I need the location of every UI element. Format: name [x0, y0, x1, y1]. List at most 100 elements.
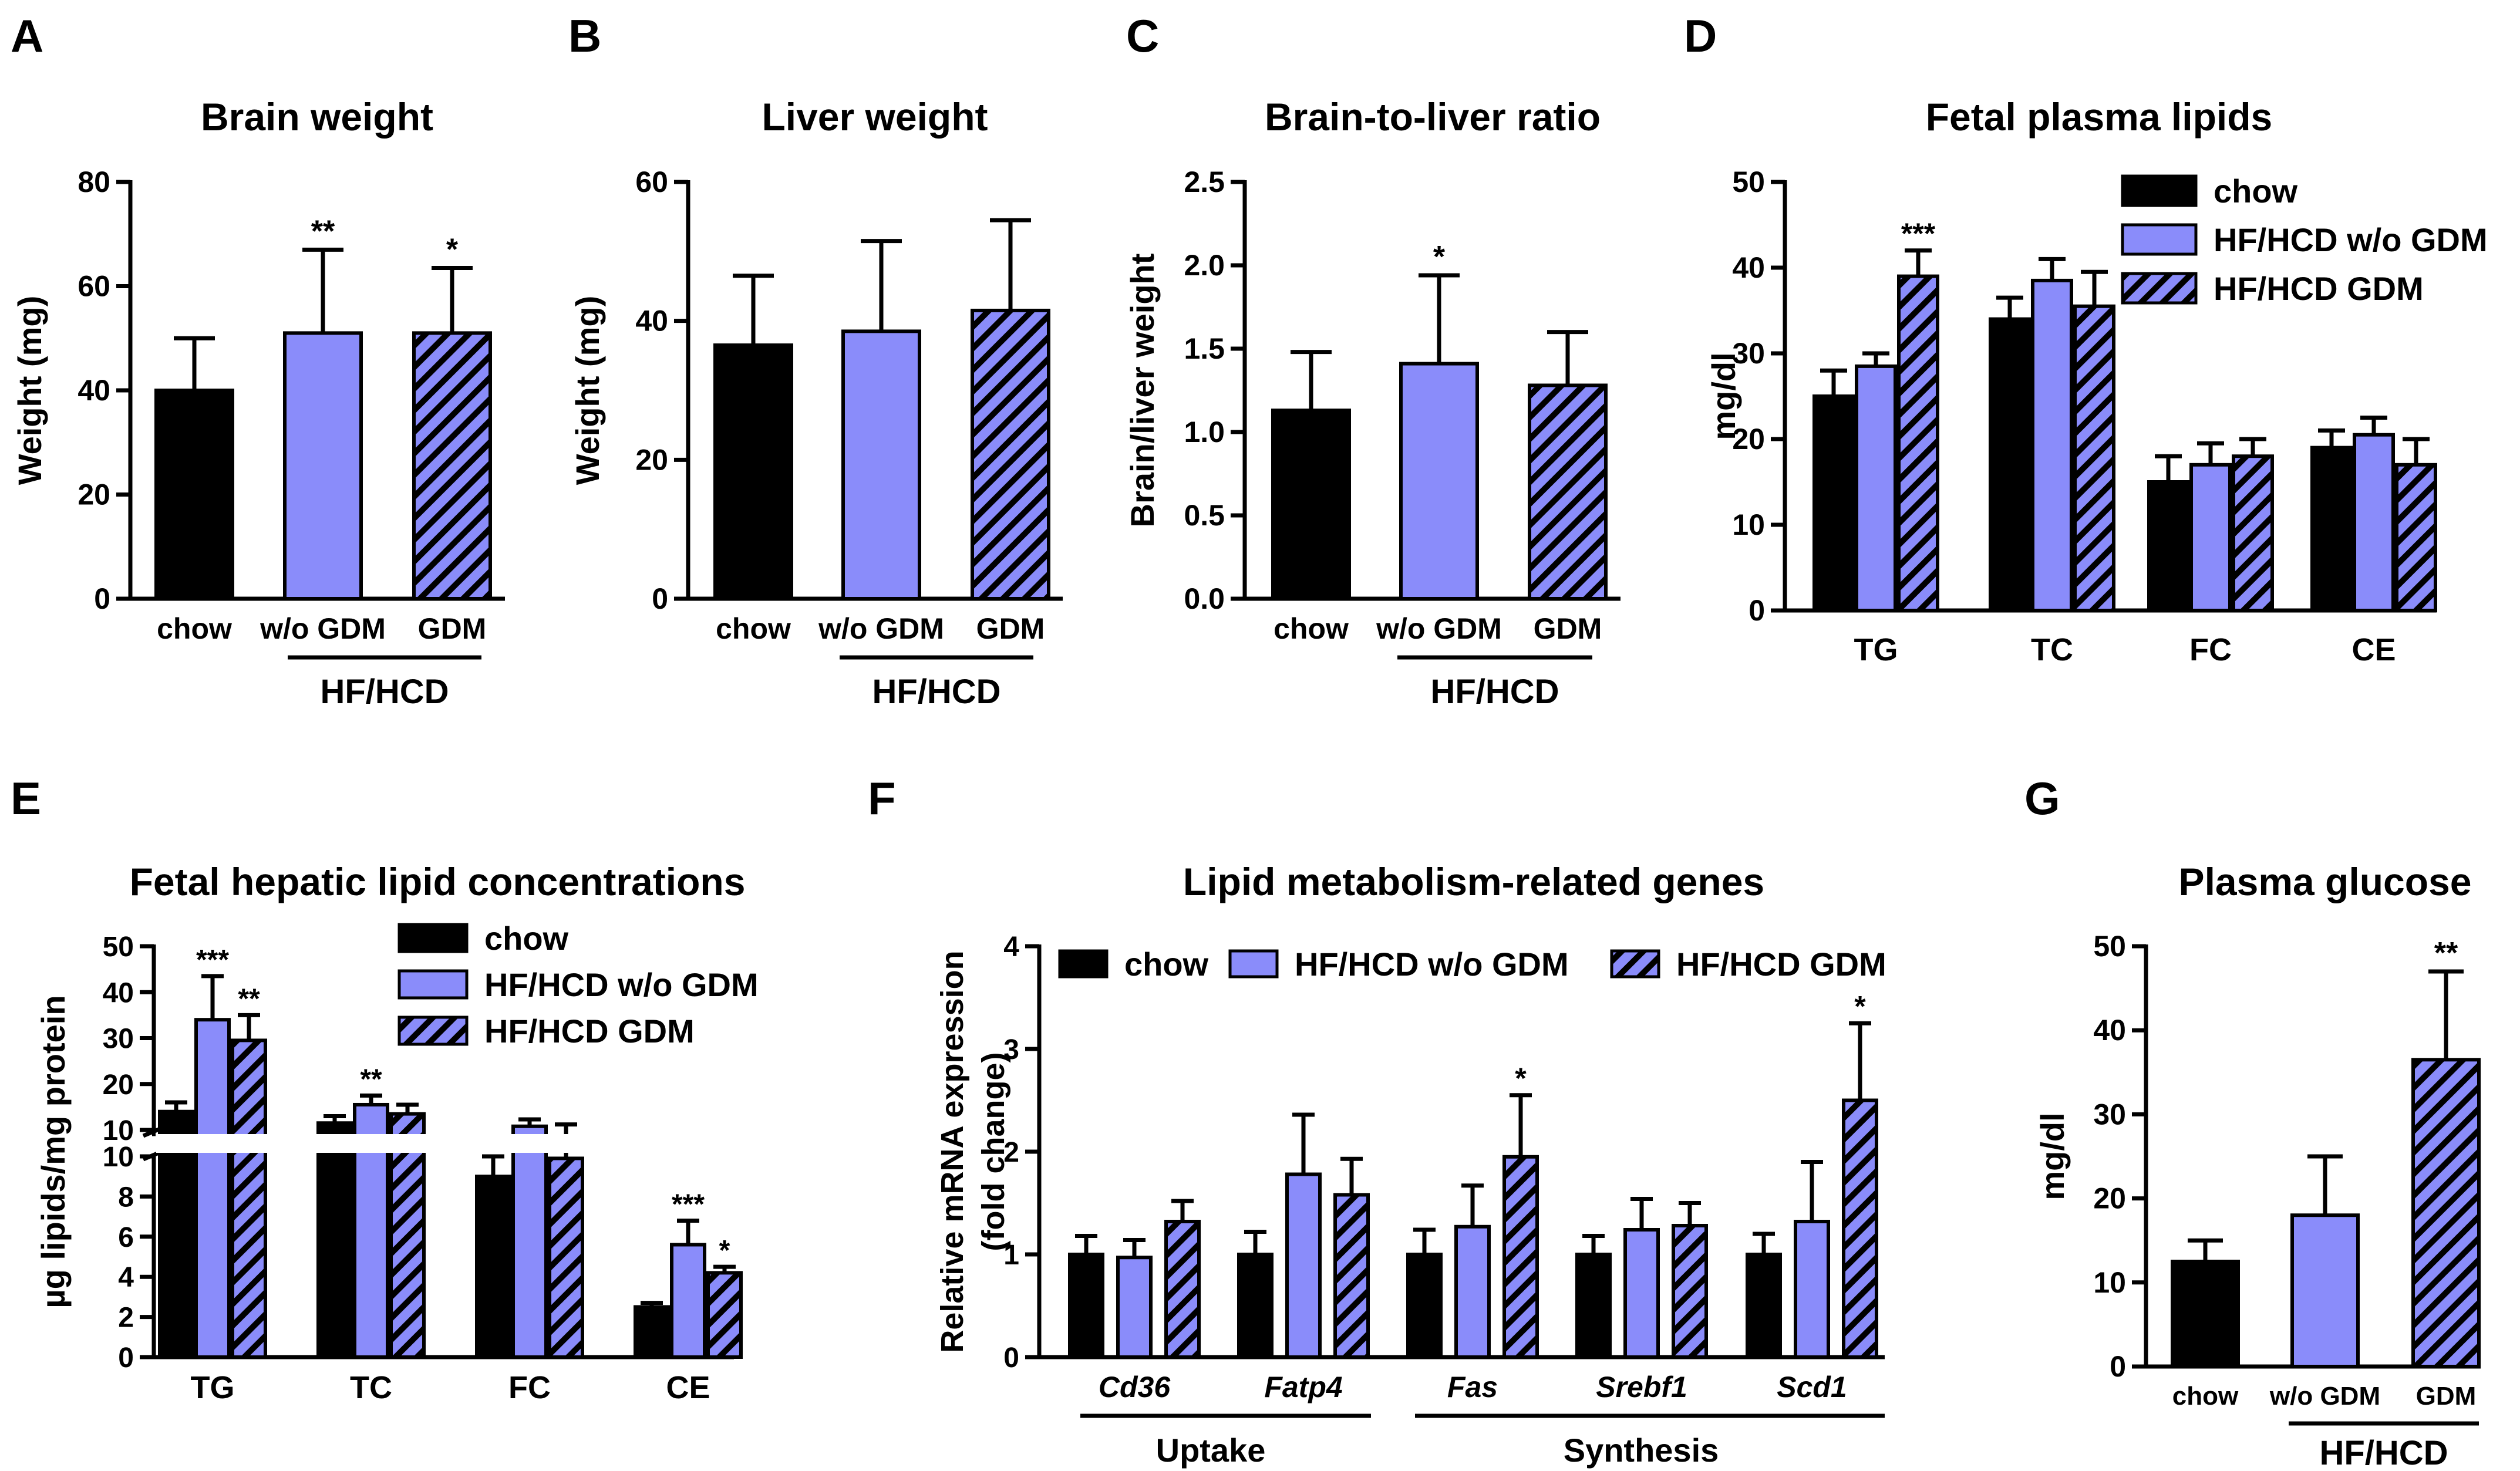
bar-D-1-3	[2353, 433, 2395, 612]
y-axis-E-upper-tick-label: 20	[103, 1069, 134, 1101]
bar-G-0	[2171, 1260, 2240, 1368]
category-label-D-3: CE	[2351, 632, 2396, 667]
bar-A-0	[154, 389, 234, 600]
y-axis-G-tick-label: 20	[2093, 1182, 2126, 1215]
legend-swatch-E-1	[397, 969, 469, 1000]
y-axis-label-D: mg/dl	[1705, 352, 1742, 440]
bar-D-2-3	[2395, 463, 2437, 612]
category-label-D-0: TG	[1854, 632, 1898, 667]
y-axis-C-tick-label: 2.5	[1184, 166, 1225, 198]
legend-swatch-F-1	[1228, 949, 1279, 979]
bar-E-1-2	[511, 1124, 548, 1359]
bar-D-0-0	[1812, 394, 1855, 612]
sig-marker-F-2-4: *	[1854, 990, 1866, 1023]
y-axis-D-tick-label: 30	[1732, 337, 1765, 370]
y-axis-G-tick-label: 30	[2093, 1098, 2126, 1131]
bar-B-1	[841, 329, 921, 601]
y-axis-E-lower-tick-label: 8	[118, 1182, 134, 1213]
bar-F-2-1	[1333, 1193, 1370, 1359]
y-axis-A-tick-label: 80	[78, 166, 110, 198]
category-label-E-1: TC	[350, 1370, 392, 1405]
category-label-F-0: Cd36	[1099, 1371, 1171, 1403]
bar-C-0	[1271, 409, 1351, 601]
panel-label-C: C	[1126, 10, 1159, 62]
y-axis-label-C: Brain/liver weight	[1124, 254, 1161, 528]
bar-F-1-0	[1116, 1256, 1153, 1359]
panel-label-G: G	[2024, 772, 2060, 824]
category-label-G-1: w/o GDM	[2269, 1382, 2380, 1411]
bar-A-2	[412, 331, 492, 600]
sig-marker-E-2-0: **	[238, 983, 260, 1014]
y-axis-label-E: µg lipids/mg protein	[35, 995, 72, 1308]
group-label-C: HF/HCD	[1430, 673, 1559, 711]
y-axis-F-tick-label: 1	[1003, 1240, 1019, 1271]
bar-E-2-1	[389, 1112, 426, 1359]
bar-B-0	[713, 343, 793, 600]
y-axis-F-tick-label: 2	[1003, 1137, 1019, 1168]
bar-D-0-3	[2310, 446, 2353, 612]
y-axis-label-F-2: (fold change)	[976, 1052, 1011, 1251]
bar-G-1	[2290, 1213, 2360, 1368]
y-axis-G-tick-label: 0	[2110, 1350, 2126, 1383]
bar-F-0-0	[1068, 1253, 1104, 1359]
bar-D-1-1	[2031, 278, 2073, 612]
y-axis-label-A: Weight (mg)	[11, 296, 48, 485]
sig-marker-A-2: *	[446, 232, 459, 266]
y-axis-label-F-1: Relative mRNA expression	[935, 950, 970, 1352]
y-axis-G-tick-label: 50	[2093, 930, 2126, 963]
panel-label-D: D	[1684, 10, 1717, 62]
y-axis-D-tick-label: 0	[1748, 594, 1765, 627]
bar-B-2	[971, 308, 1050, 601]
bar-E-2-2	[548, 1156, 584, 1359]
category-label-F-1: Fatp4	[1264, 1371, 1342, 1403]
y-axis-D-tick-label: 50	[1732, 166, 1765, 198]
bar-E-2-3	[706, 1271, 743, 1359]
bar-G-2	[2411, 1058, 2481, 1368]
category-label-A-2: GDM	[418, 612, 487, 645]
category-label-A-0: chow	[157, 612, 232, 645]
bar-D-0-2	[2147, 480, 2189, 612]
bar-D-1-2	[2189, 463, 2232, 612]
bar-F-2-0	[1164, 1220, 1201, 1359]
category-label-C-2: GDM	[1534, 612, 1602, 645]
category-label-G-0: chow	[2172, 1382, 2239, 1411]
y-axis-D-tick-label: 20	[1732, 423, 1765, 456]
y-axis-B-tick-label: 0	[652, 582, 668, 615]
legend-swatch-D-0	[2121, 174, 2198, 207]
y-axis-F-tick-label: 4	[1003, 932, 1019, 963]
bar-C-1	[1399, 362, 1479, 600]
bar-F-2-2	[1502, 1155, 1539, 1359]
axis-break-gap-E	[156, 1134, 685, 1153]
legend-label-D-2: HF/HCD GDM	[2214, 270, 2424, 307]
bar-E-1-0	[194, 1018, 231, 1359]
legend-swatch-E-0	[397, 923, 469, 953]
bar-E-0-3	[634, 1305, 670, 1359]
group-label-F-1: Synthesis	[1564, 1432, 1719, 1469]
category-label-E-0: TG	[191, 1370, 235, 1405]
group-label-F-0: Uptake	[1156, 1432, 1266, 1469]
bar-F-1-2	[1454, 1224, 1491, 1359]
y-axis-label-B: Weight (mg)	[569, 296, 606, 485]
y-axis-E-upper-tick-label: 10	[103, 1115, 134, 1146]
sig-marker-E-1-3: ***	[672, 1189, 705, 1220]
category-label-A-1: w/o GDM	[260, 612, 386, 645]
chart-title-F: Lipid metabolism-related genes	[1183, 860, 1764, 903]
bar-D-0-1	[1989, 317, 2031, 612]
chart-title-G: Plasma glucose	[2179, 860, 2472, 903]
bar-E-0-1	[316, 1121, 353, 1359]
legend-label-F-0: chow	[1124, 946, 1209, 983]
legend-swatch-D-1	[2121, 223, 2198, 256]
legend-label-F-1: HF/HCD w/o GDM	[1295, 946, 1569, 983]
legend-label-D-1: HF/HCD w/o GDM	[2214, 221, 2488, 258]
legend-label-E-1: HF/HCD w/o GDM	[484, 966, 759, 1003]
y-axis-B-tick-label: 20	[635, 443, 668, 476]
y-axis-E-upper-tick-label: 40	[103, 977, 134, 1008]
sig-marker-E-1-0: ***	[196, 944, 229, 976]
bar-F-2-4	[1842, 1098, 1878, 1359]
bar-E-1-3	[670, 1243, 706, 1359]
bar-F-1-4	[1794, 1220, 1830, 1359]
y-axis-C-tick-label: 2.0	[1184, 249, 1225, 282]
chart-title-E: Fetal hepatic lipid concentrations	[130, 860, 746, 903]
panel-label-E: E	[11, 772, 41, 824]
